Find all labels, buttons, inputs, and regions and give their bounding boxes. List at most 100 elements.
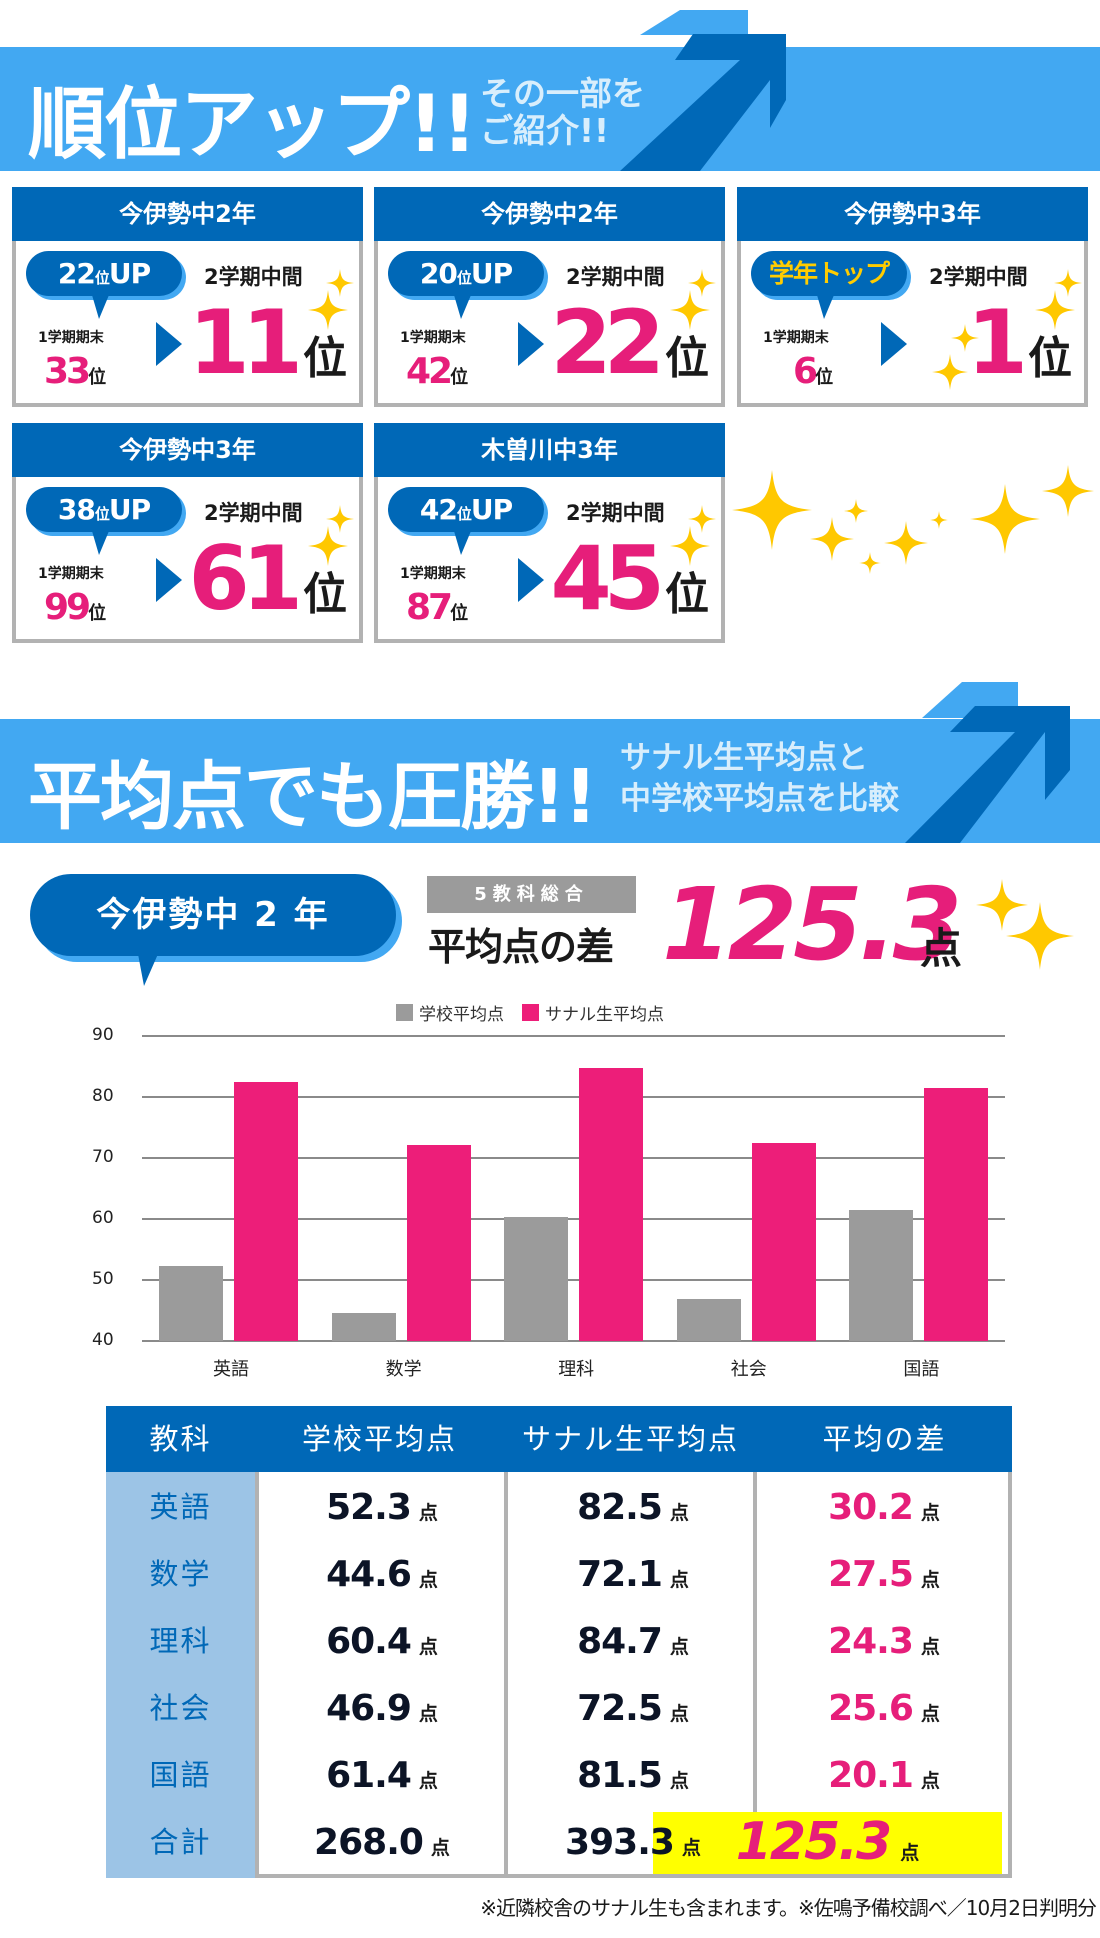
table-cell-diff: 25.6 点 [828,1688,940,1729]
gridline [142,1279,1005,1281]
summary-unit: 点 [920,924,963,973]
header-sanaru-avg: サナル生平均点 [521,1422,739,1456]
grade-top-badge: 学年トップ [751,251,911,319]
total-diff-highlight [653,1812,1002,1874]
header-subject: 教科 [149,1422,212,1456]
previous-rank: 6位 [793,351,834,392]
rank-up-badge: 20位UP [388,251,548,319]
y-axis-tick: 40 [92,1330,114,1350]
y-axis-tick: 80 [92,1086,114,1106]
term1-label: 1学期期末 [763,330,829,346]
legend-school: 学校平均点 [396,1000,504,1025]
arrow-right-icon [518,322,544,366]
table-cell-sanaru: 81.5 点 [577,1755,689,1796]
y-axis-tick: 60 [92,1208,114,1228]
table-cell-diff: 24.3 点 [828,1621,940,1662]
legend-swatch-pink [522,1004,539,1021]
table-cell-school: 61.4 点 [326,1755,438,1796]
header-school-avg: 学校平均点 [301,1422,457,1456]
table-cell-school: 268.0 点 [314,1822,450,1863]
up-arrow-icon [905,682,1070,843]
bar-sanaru [406,1145,471,1341]
section-title: 順位アップ!! [28,80,477,170]
y-axis-tick: 50 [92,1269,114,1289]
summary-label: 5教科総合 [427,876,636,913]
table-cell-subject: 合計 [149,1825,212,1859]
bar-sanaru [234,1081,298,1341]
bar-sanaru [924,1087,989,1341]
bar-school [504,1216,569,1341]
term2-label: 2学期中間 [204,265,303,289]
table-cell-diff: 27.5 点 [828,1554,940,1595]
chart-legend: 学校平均点 サナル生平均点 [396,1000,664,1025]
new-rank: 45 位 [550,527,709,630]
gridline [142,1218,1005,1220]
bar-school [676,1298,741,1341]
previous-rank: 42位 [406,351,469,392]
card-school: 今伊勢中2年 [374,187,725,241]
rank-card: 今伊勢中3年 38位UP 2学期中間 1学期期末 99位 61 位 [12,423,363,643]
bar-school [331,1312,396,1341]
term2-label: 2学期中間 [566,501,665,525]
table-cell-sanaru: 72.1 点 [577,1554,689,1595]
legend-swatch-gray [396,1004,413,1021]
term1-label: 1学期期末 [400,330,466,346]
table-cell-subject: 理科 [149,1624,212,1658]
previous-rank: 33位 [44,351,107,392]
card-school: 木曽川中3年 [374,423,725,477]
table-header [106,1406,1012,1472]
rank-up-badge: 42位UP [388,487,548,555]
term1-label: 1学期期末 [38,566,104,582]
bar-sanaru [579,1068,644,1341]
gridline [142,1096,1005,1098]
score-table: 教科 学校平均点 サナル生平均点 平均の差 [106,1406,1012,1878]
term2-label: 2学期中間 [204,501,303,525]
bar-school [849,1210,914,1341]
rank-card: 今伊勢中2年 22位UP 2学期中間 1学期期末 33位 11 位 [12,187,363,407]
summary-value: 125.3 [662,866,962,983]
summary-caption: 平均点の差 [428,925,614,969]
term2-label: 2学期中間 [929,265,1028,289]
table-cell-sanaru: 82.5 点 [577,1487,689,1528]
section-banner-average [0,719,1100,843]
table-cell-sanaru: 84.7 点 [577,1621,689,1662]
x-axis-label: 国語 [903,1359,940,1380]
section-banner-rank-up [0,47,1100,171]
card-school: 今伊勢中3年 [737,187,1088,241]
gridline [142,1157,1005,1159]
section-subtitle-1: サナル生平均点と [620,740,868,776]
term2-label: 2学期中間 [566,265,665,289]
new-rank: 11 位 [188,291,347,394]
rank-card: 木曽川中3年 42位UP 2学期中間 1学期期末 87位 45 位 [374,423,725,643]
new-rank: 22 位 [550,291,709,394]
new-rank: 61 位 [188,527,347,630]
table-cell-subject: 英語 [149,1490,212,1524]
table-cell-subject: 国語 [149,1758,212,1792]
table-cell-school: 46.9 点 [326,1688,438,1729]
table-cell-diff: 20.1 点 [828,1755,940,1796]
x-axis-label: 英語 [213,1359,249,1380]
subject-column [106,1472,255,1878]
table-cell-school: 52.3 点 [326,1487,438,1528]
table-cell-subject: 社会 [149,1691,212,1725]
y-axis-tick: 90 [92,1025,114,1045]
term1-label: 1学期期末 [400,566,466,582]
previous-rank: 99位 [44,587,107,628]
up-arrow-icon [620,10,786,171]
arrow-right-icon [156,322,182,366]
gridline [142,1035,1005,1037]
section-subtitle-2: 中学校平均点を比較 [620,781,899,817]
section-subtitle-2: ご紹介!! [480,111,610,150]
header-diff: 平均の差 [822,1422,947,1456]
table-cell-sanaru: 393.3 点 [565,1822,701,1863]
arrow-right-icon [881,322,907,366]
table-cell-diff: 30.2 点 [828,1487,940,1528]
school-badge: 今伊勢中 2 年 [30,874,402,986]
arrow-right-icon [156,558,182,602]
arrow-right-icon [518,558,544,602]
rank-up-badge: 38位UP [26,487,186,555]
x-axis-label: 社会 [730,1359,767,1380]
table-cell-sanaru: 72.5 点 [577,1688,689,1729]
